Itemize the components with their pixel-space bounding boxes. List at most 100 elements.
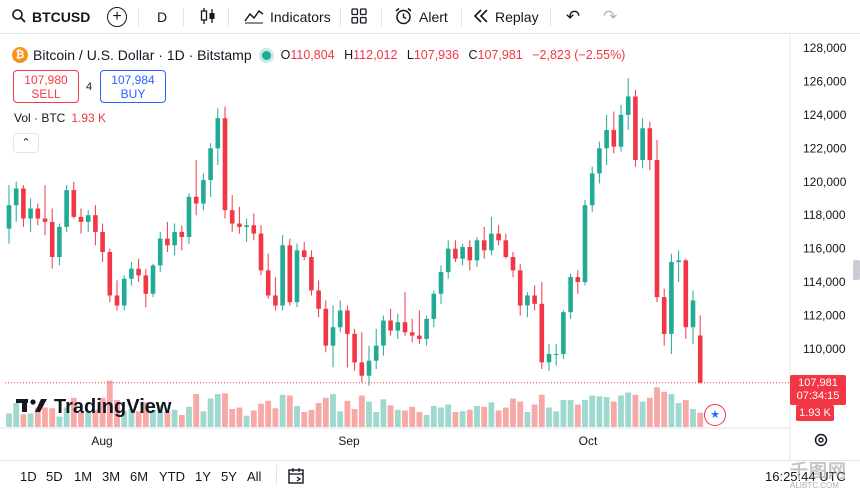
volume-badge: 1.93 K <box>796 405 834 421</box>
volume-bar <box>322 397 329 427</box>
candle-body <box>352 333 357 363</box>
volume-bar <box>99 397 106 427</box>
candle-body <box>280 245 285 306</box>
buy-price: 107,984 <box>111 73 155 87</box>
volume-bar <box>330 394 336 427</box>
buy-label: BUY <box>120 87 146 101</box>
candle-body <box>409 332 415 336</box>
candle-body <box>323 308 329 346</box>
high-value: 112,012 <box>353 48 398 62</box>
volume-bar <box>416 412 423 427</box>
volume-bar <box>524 412 531 427</box>
range-1d-button[interactable]: 1D <box>20 469 37 484</box>
candle-body <box>525 295 530 306</box>
price-tick-label: 110,000 <box>803 342 846 356</box>
candle-body <box>539 303 545 363</box>
us-flag-event-icon[interactable]: ★ <box>704 404 726 426</box>
chart-settings-button[interactable] <box>813 432 829 452</box>
volume-bar <box>70 397 77 427</box>
volume-bars <box>6 380 704 427</box>
watermark-text: TradingView <box>54 396 172 418</box>
volume-bar <box>445 404 452 427</box>
volume-bar <box>632 394 639 427</box>
candle-body <box>309 257 314 291</box>
symbol-search-button[interactable]: BTCUSD <box>12 0 90 34</box>
volume-bar <box>589 395 596 427</box>
candle-series <box>5 78 790 386</box>
compare-symbol-button[interactable]: + <box>107 0 127 34</box>
candles-icon <box>200 7 216 28</box>
sell-button[interactable]: 107,980 SELL <box>13 70 79 103</box>
goto-date-button[interactable] <box>287 467 305 488</box>
candle-body <box>517 270 523 306</box>
toolbar-divider <box>138 8 139 26</box>
candle-body <box>690 300 696 328</box>
legend-title[interactable]: Bitcoin / U.S. Dollar · 1D · Bitstamp <box>33 47 252 63</box>
candle-body <box>251 225 257 234</box>
search-icon <box>12 8 26 26</box>
volume-bar <box>682 400 689 427</box>
price-tick-label: 112,000 <box>803 309 846 323</box>
range-1m-button[interactable]: 1M <box>74 469 93 484</box>
alarm-clock-icon <box>394 7 413 28</box>
time-tick-label: Aug <box>91 434 112 448</box>
volume-bar <box>92 409 99 427</box>
volume-legend[interactable]: Vol · BTC 1.93 K <box>14 111 106 125</box>
range-5d-button[interactable]: 5D <box>46 469 63 484</box>
volume-bar <box>380 399 387 427</box>
candle-body <box>244 225 249 227</box>
redo-button[interactable]: ↷ <box>603 0 617 34</box>
candle-body <box>546 353 552 363</box>
candle-body <box>273 295 278 306</box>
range-all-button[interactable]: All <box>247 469 262 484</box>
replay-label: Replay <box>495 9 539 25</box>
candle-body <box>316 290 321 309</box>
interval-button[interactable]: D <box>157 0 167 34</box>
volume-bar <box>121 411 128 427</box>
chevron-up-icon: ⌃ <box>21 137 31 149</box>
buy-button[interactable]: 107,984 BUY <box>100 70 166 103</box>
indicators-button[interactable]: Indicators <box>244 0 331 34</box>
volume-bar <box>49 408 56 427</box>
volume-bar <box>639 401 646 427</box>
replay-button[interactable]: Replay <box>473 0 539 34</box>
candle-body <box>489 233 494 251</box>
alert-button[interactable]: Alert <box>394 0 448 34</box>
collapse-legend-button[interactable]: ⌃ <box>13 133 39 153</box>
volume-bar <box>106 380 113 427</box>
range-ytd-button[interactable]: YTD <box>159 469 185 484</box>
site-watermark-sub: ALIBTC.COM <box>790 481 839 490</box>
volume-bar <box>78 412 84 427</box>
high-label: H <box>344 48 354 62</box>
utc-clock[interactable]: 16:25:44 UTC <box>765 469 846 484</box>
volume-bar <box>308 409 315 427</box>
volume-bar <box>596 396 603 427</box>
range-1y-button[interactable]: 1Y <box>195 469 211 484</box>
volume-bar <box>618 395 624 427</box>
volume-bar <box>423 415 430 427</box>
candle-body <box>157 238 163 266</box>
candle-body <box>417 335 422 339</box>
price-tick-label: 114,000 <box>803 275 846 289</box>
volume-label: Vol · BTC <box>14 111 66 125</box>
calendar-icon <box>287 468 305 488</box>
candle-body <box>93 215 98 232</box>
candle-body <box>582 205 588 283</box>
undo-button[interactable]: ↶ <box>566 0 580 34</box>
candle-body <box>474 240 480 261</box>
volume-bar <box>603 397 610 427</box>
candle-body <box>287 245 293 303</box>
scroll-handle[interactable] <box>853 260 860 280</box>
range-6m-button[interactable]: 6M <box>130 469 149 484</box>
time-tick-label: Sep <box>338 434 360 448</box>
volume-bar <box>214 394 221 427</box>
volume-bar <box>366 401 372 427</box>
chart-type-button[interactable] <box>200 0 216 34</box>
close-label: C <box>468 48 478 62</box>
volume-bar <box>178 415 185 427</box>
layouts-button[interactable] <box>351 0 367 34</box>
range-5y-button[interactable]: 5Y <box>221 469 237 484</box>
candle-body <box>337 310 343 328</box>
range-3m-button[interactable]: 3M <box>102 469 121 484</box>
volume-bar <box>409 406 416 427</box>
